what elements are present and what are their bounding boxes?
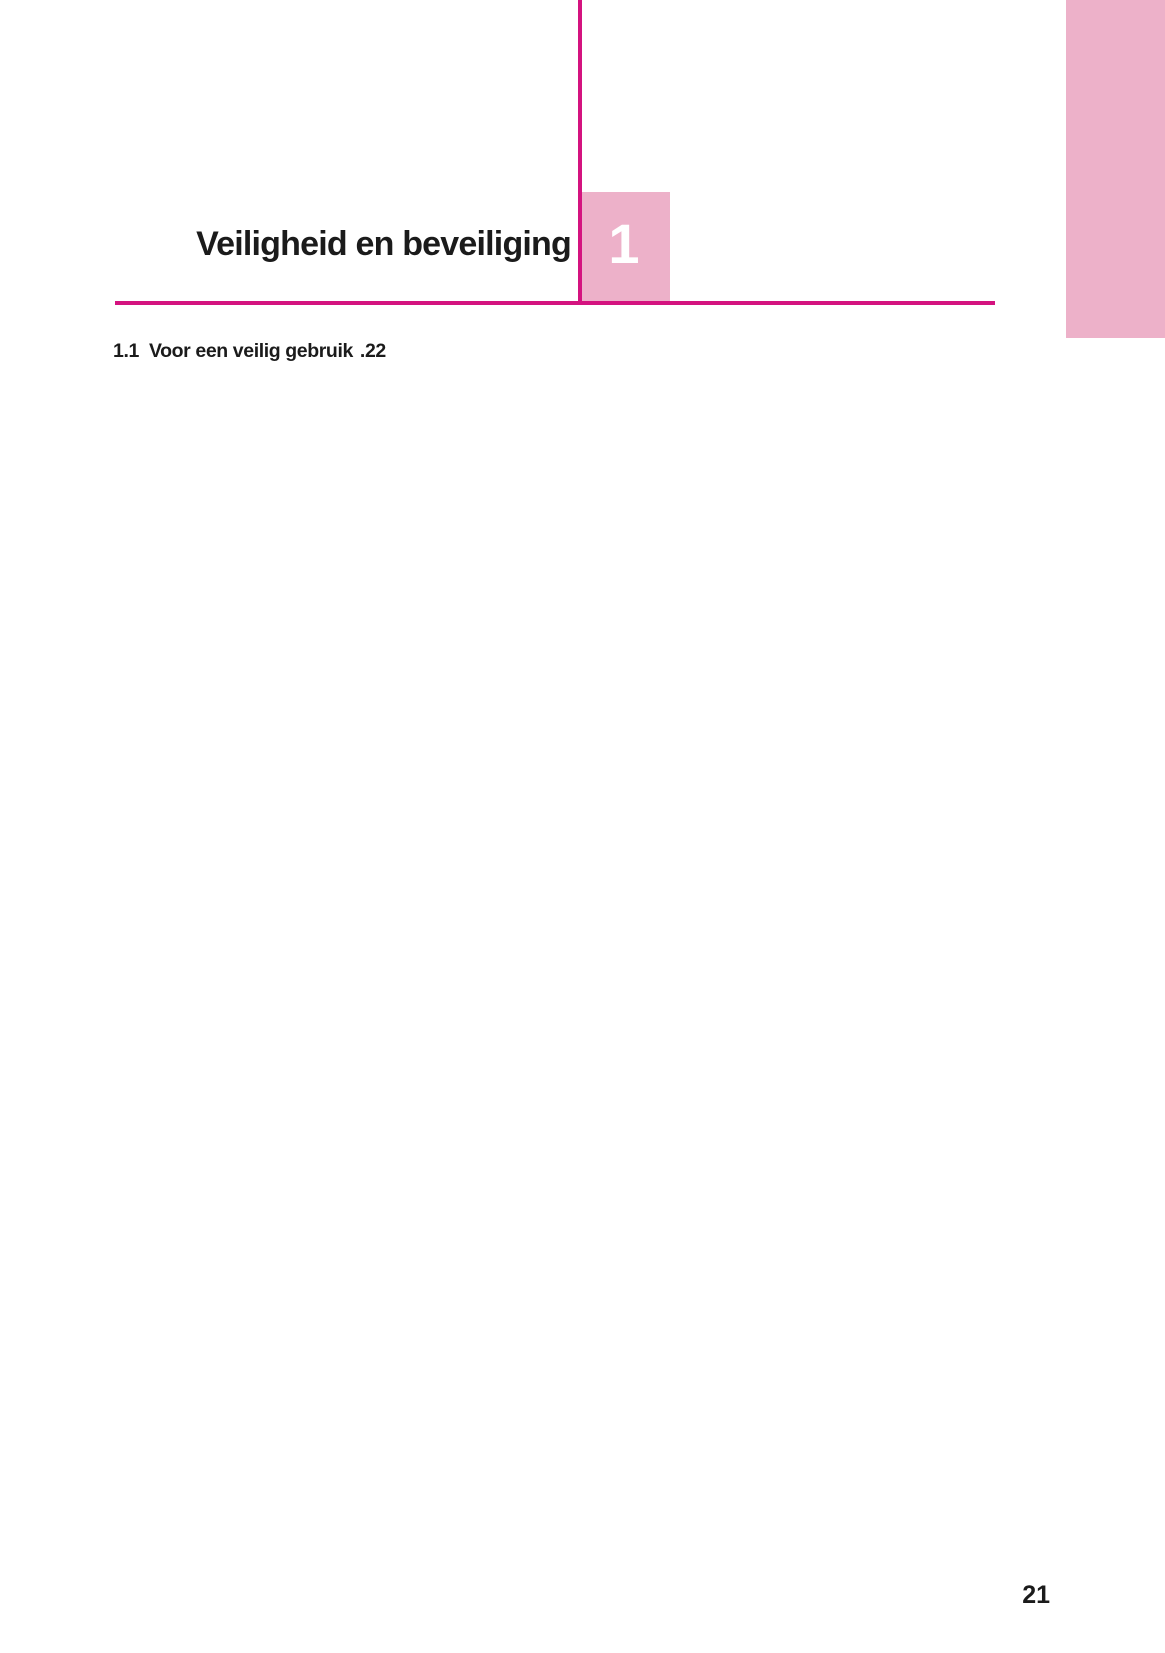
toc: 1.1 Voor een veilig gebruik .22 1.1.1 Vo… (113, 338, 1165, 1653)
header-horizontal-rule (115, 301, 995, 305)
toc-entry-number: 1.1 (113, 340, 139, 362)
chapter-title: Veiligheid en beveiliging (196, 225, 572, 263)
chapter-number: 1 (608, 212, 640, 275)
chapter-number-box: 1 (578, 192, 670, 301)
toc-entry-page: .22 (359, 338, 1165, 1653)
toc-dot-leader (357, 338, 360, 1653)
page-number: 21 (1022, 1581, 1050, 1609)
toc-entry-1.1: 1.1 Voor een veilig gebruik .22 (113, 338, 1165, 1653)
toc-entry-title: Voor een veilig gebruik (149, 340, 353, 362)
header-vertical-rule (578, 0, 582, 305)
